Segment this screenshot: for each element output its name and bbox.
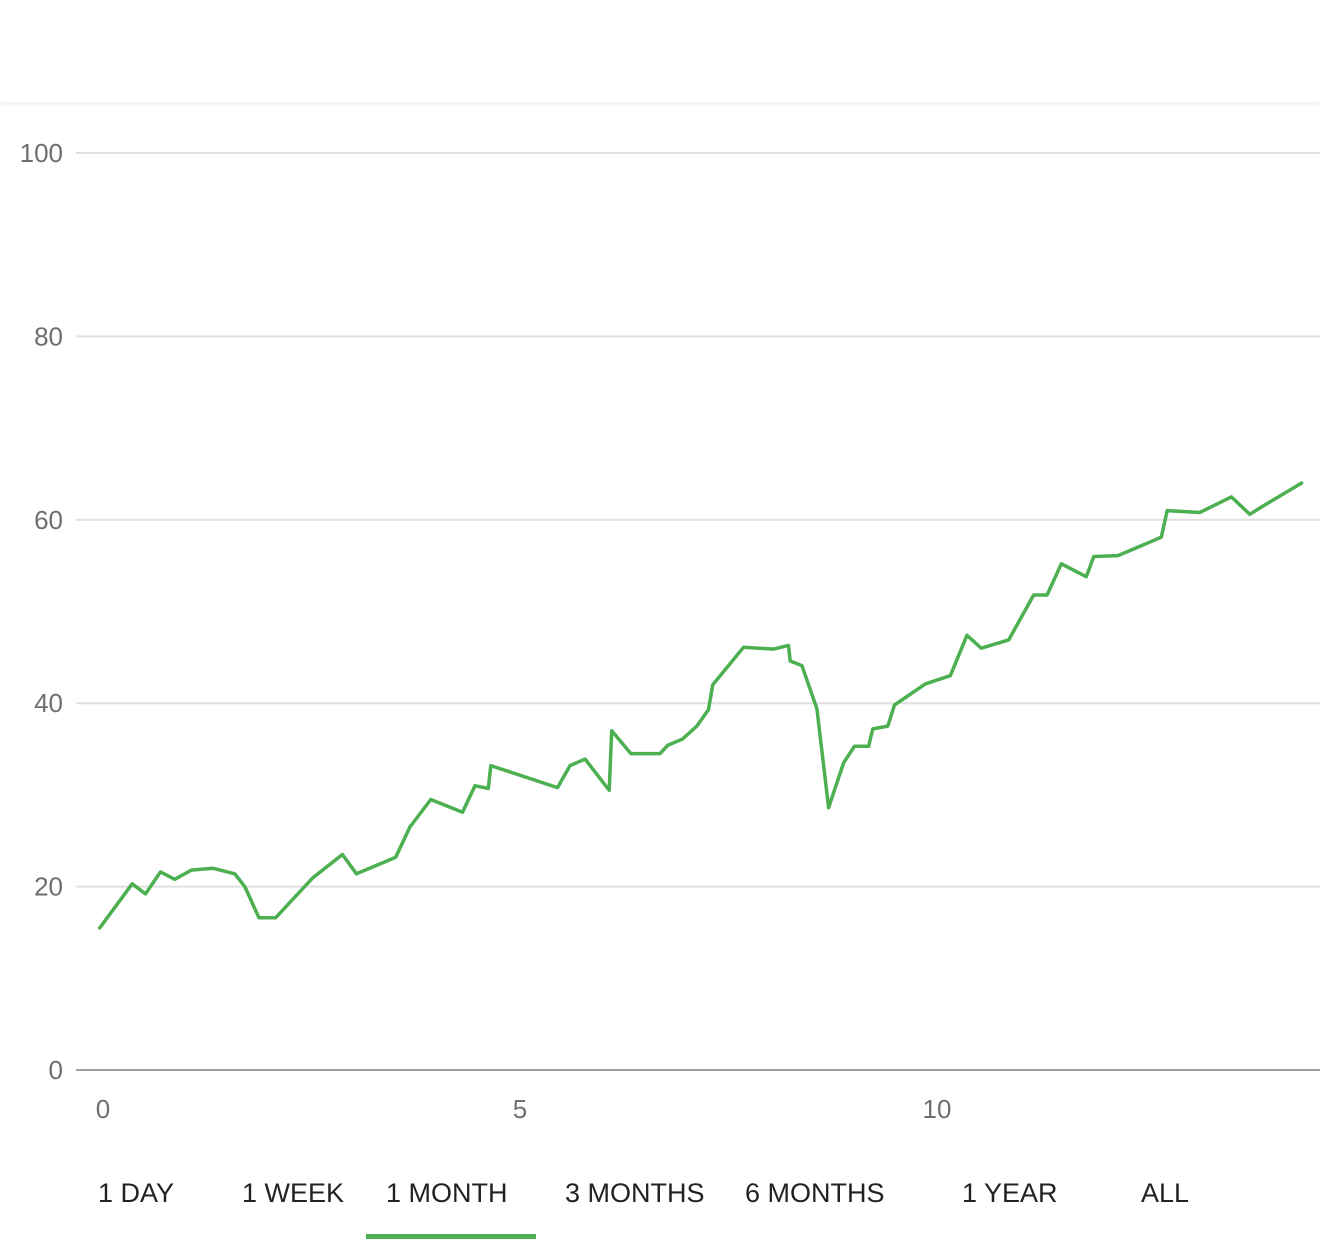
series-line xyxy=(97,481,1304,930)
x-tick-label: 10 xyxy=(923,1094,952,1124)
y-tick-label: 40 xyxy=(34,688,63,718)
tab-6-months[interactable]: 6 MONTHS xyxy=(745,1178,885,1208)
grid-lines xyxy=(76,152,1320,1071)
tab-1-month[interactable]: 1 MONTH xyxy=(386,1178,508,1208)
line-chart: 0 20 40 60 80 100 0 5 10 xyxy=(20,138,1320,1124)
tab-1-day[interactable]: 1 DAY xyxy=(98,1178,175,1208)
y-tick-label: 80 xyxy=(34,321,63,351)
x-tick-label: 0 xyxy=(96,1094,110,1124)
tab-1-year[interactable]: 1 YEAR xyxy=(962,1178,1058,1208)
y-tick-label: 100 xyxy=(20,138,63,168)
top-app-bar xyxy=(0,0,1320,103)
time-range-tabs: 1 DAY 1 WEEK 1 MONTH 3 MONTHS 6 MONTHS 1… xyxy=(0,1160,1320,1240)
tab-all[interactable]: ALL xyxy=(1141,1178,1190,1208)
y-tick-label: 60 xyxy=(34,505,63,535)
tab-3-months[interactable]: 3 MONTHS xyxy=(565,1178,705,1208)
y-tick-label: 0 xyxy=(49,1055,63,1085)
x-tick-label: 5 xyxy=(513,1094,527,1124)
y-tick-label: 20 xyxy=(34,872,63,902)
x-axis-ticks: 0 5 10 xyxy=(96,1094,952,1124)
tab-1-week[interactable]: 1 WEEK xyxy=(242,1178,345,1208)
series-layer xyxy=(97,481,1304,930)
y-axis-ticks: 0 20 40 60 80 100 xyxy=(20,138,63,1085)
selected-tab-indicator xyxy=(366,1234,536,1239)
